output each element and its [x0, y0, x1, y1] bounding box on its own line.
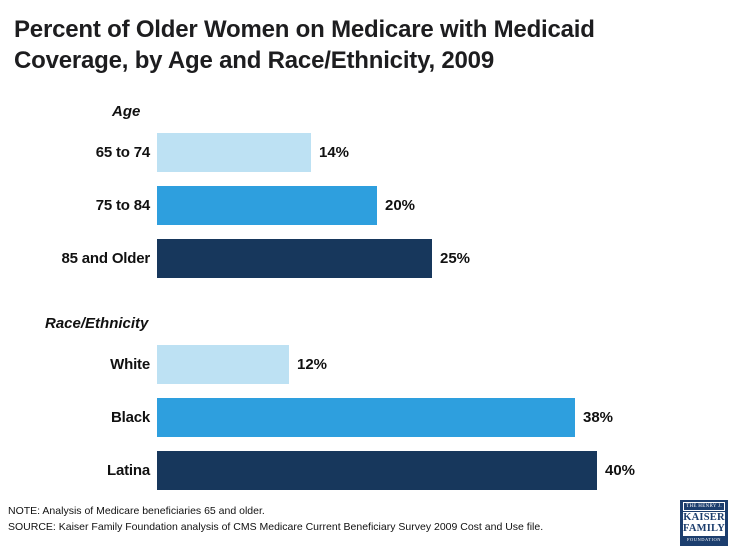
- bar-label: 75 to 84: [95, 197, 150, 214]
- bar-value: 14%: [319, 144, 350, 161]
- bar-value: 20%: [385, 197, 416, 214]
- bar-value: 40%: [605, 462, 636, 479]
- bar: [157, 133, 311, 172]
- bar-row: 65 to 74 14%: [0, 133, 735, 172]
- race-ethnicity-bar-rows: White 12% Black 38% Latina 40%: [0, 345, 735, 490]
- age-bar-rows: 65 to 74 14% 75 to 84 20% 85 and Older 25%: [0, 133, 735, 278]
- bar-label: 65 to 74: [95, 144, 150, 161]
- bar-value: 38%: [583, 409, 614, 426]
- bar-label: Latina: [107, 462, 150, 479]
- logo-name-text: KAISER FAMILY: [683, 512, 725, 536]
- bar: [157, 451, 597, 490]
- bar-label: 85 and Older: [61, 250, 151, 267]
- bar: [157, 345, 289, 384]
- bar-row: Black 38%: [0, 398, 735, 437]
- age-section-heading: Age: [112, 103, 141, 120]
- note-line: NOTE: Analysis of Medicare beneficiaries…: [8, 505, 265, 517]
- logo-name-line1: KAISER: [683, 512, 725, 523]
- bar: [157, 239, 432, 278]
- footnotes: NOTE: Analysis of Medicare beneficiaries…: [8, 504, 628, 535]
- bar-value: 12%: [297, 356, 328, 373]
- race-ethnicity-section-heading: Race/Ethnicity: [45, 315, 149, 332]
- age-section: Age 65 to 74 14% 75 to 84 20% 85 and Older 25…: [0, 103, 735, 292]
- bar-row: 85 and Older 25%: [0, 239, 735, 278]
- bar-row: Latina 40%: [0, 451, 735, 490]
- race-ethnicity-section: Race/Ethnicity White 12% Black 38% Latina 40%: [0, 315, 735, 504]
- logo-bottom-text: FOUNDATION: [687, 537, 721, 542]
- bar-label: Black: [110, 409, 150, 426]
- logo-top-text: THE HENRY J.: [683, 502, 725, 511]
- bar: [157, 186, 377, 225]
- bar-label: White: [110, 356, 150, 373]
- bar-value: 25%: [440, 250, 471, 267]
- source-line: SOURCE: Kaiser Family Foundation analysi…: [8, 520, 544, 533]
- bar-row: 75 to 84 20%: [0, 186, 735, 225]
- chart-title: Percent of Older Women on Medicare with …: [14, 16, 595, 74]
- logo-name-line2: FAMILY: [683, 522, 726, 534]
- bar: [157, 398, 575, 437]
- kaiser-family-foundation-logo: THE HENRY J. KAISER FAMILY FOUNDATION: [680, 500, 728, 546]
- bar-row: White 12%: [0, 345, 735, 384]
